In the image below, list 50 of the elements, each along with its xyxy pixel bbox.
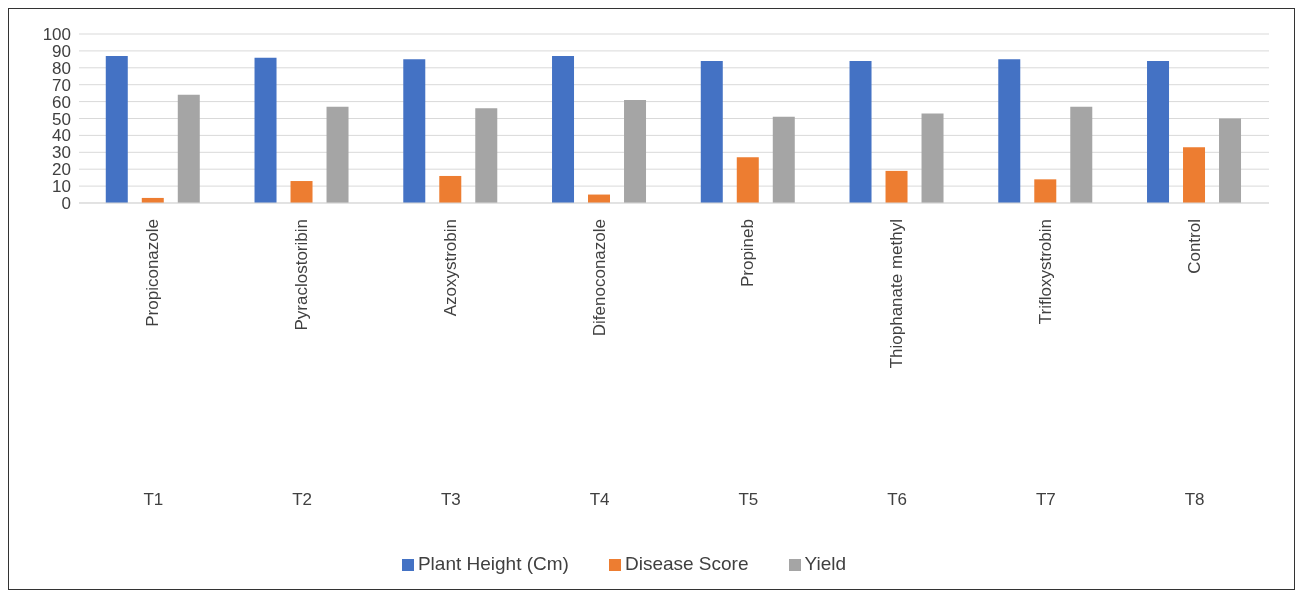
- x-tick-label: Pyraclostoribin: [292, 219, 312, 331]
- bar: [736, 157, 759, 203]
- bar: [552, 55, 575, 203]
- bar: [1147, 61, 1170, 203]
- y-tick-label: 10: [52, 177, 71, 197]
- bar: [700, 61, 723, 203]
- text: T8: [1184, 490, 1205, 509]
- bar: [1183, 147, 1206, 203]
- x-tick-label: Control: [1184, 219, 1204, 274]
- bar: [1070, 106, 1093, 203]
- y-tick-label: 80: [52, 58, 71, 78]
- y-tick-label: 30: [52, 143, 71, 163]
- x-tick-label: Propineb: [738, 219, 758, 288]
- bar: [105, 55, 128, 203]
- bar: [254, 57, 277, 203]
- legend-label: Disease Score: [624, 553, 749, 574]
- y-tick-label: 70: [52, 75, 71, 95]
- y-tick-label: 60: [52, 92, 71, 112]
- bar: [290, 181, 313, 203]
- bar: [849, 61, 872, 203]
- bar: [772, 116, 795, 203]
- bar: [403, 59, 426, 203]
- legend-label: Yield: [804, 553, 847, 574]
- legend-label: Plant Height (Cm): [417, 553, 569, 574]
- text: T2: [292, 490, 313, 509]
- bar: [439, 175, 462, 203]
- x-tick-label: Trifloxystrobin: [1035, 219, 1055, 325]
- x-tick-label: Thiophanate methyl: [887, 219, 907, 369]
- y-tick-label: 20: [52, 160, 71, 180]
- bar: [1219, 118, 1242, 203]
- y-tick-label: 0: [61, 194, 71, 214]
- bar: [475, 108, 498, 203]
- text: T1: [143, 490, 164, 509]
- text: T3: [440, 490, 461, 509]
- bar: [885, 170, 908, 203]
- y-tick-label: 50: [52, 109, 71, 129]
- text: T4: [589, 490, 610, 509]
- x-tick-label: Azoxystrobin: [440, 219, 460, 317]
- x-tick-label: Difenoconazole: [589, 219, 609, 337]
- bar: [326, 106, 349, 203]
- bar: [624, 99, 647, 203]
- bar: [998, 59, 1021, 203]
- bar: [177, 94, 200, 203]
- text: T7: [1035, 490, 1056, 509]
- bar: [921, 113, 944, 203]
- y-tick-label: 40: [52, 126, 71, 146]
- text: T6: [887, 490, 908, 509]
- bar: [1034, 179, 1057, 203]
- text: T5: [738, 490, 759, 509]
- x-tick-label: Propiconazole: [143, 219, 163, 327]
